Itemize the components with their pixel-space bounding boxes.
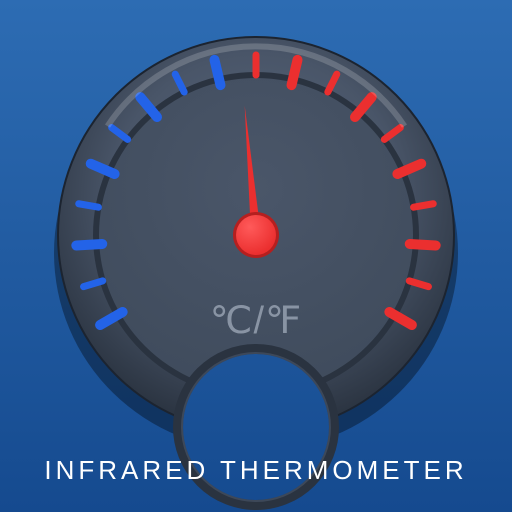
unit-label: ℃/℉ (210, 298, 302, 343)
caption-text: INFRARED THERMOMETER (44, 455, 467, 486)
thermometer-gauge-icon (0, 0, 512, 512)
app-icon-canvas: ℃/℉ INFRARED THERMOMETER (0, 0, 512, 512)
